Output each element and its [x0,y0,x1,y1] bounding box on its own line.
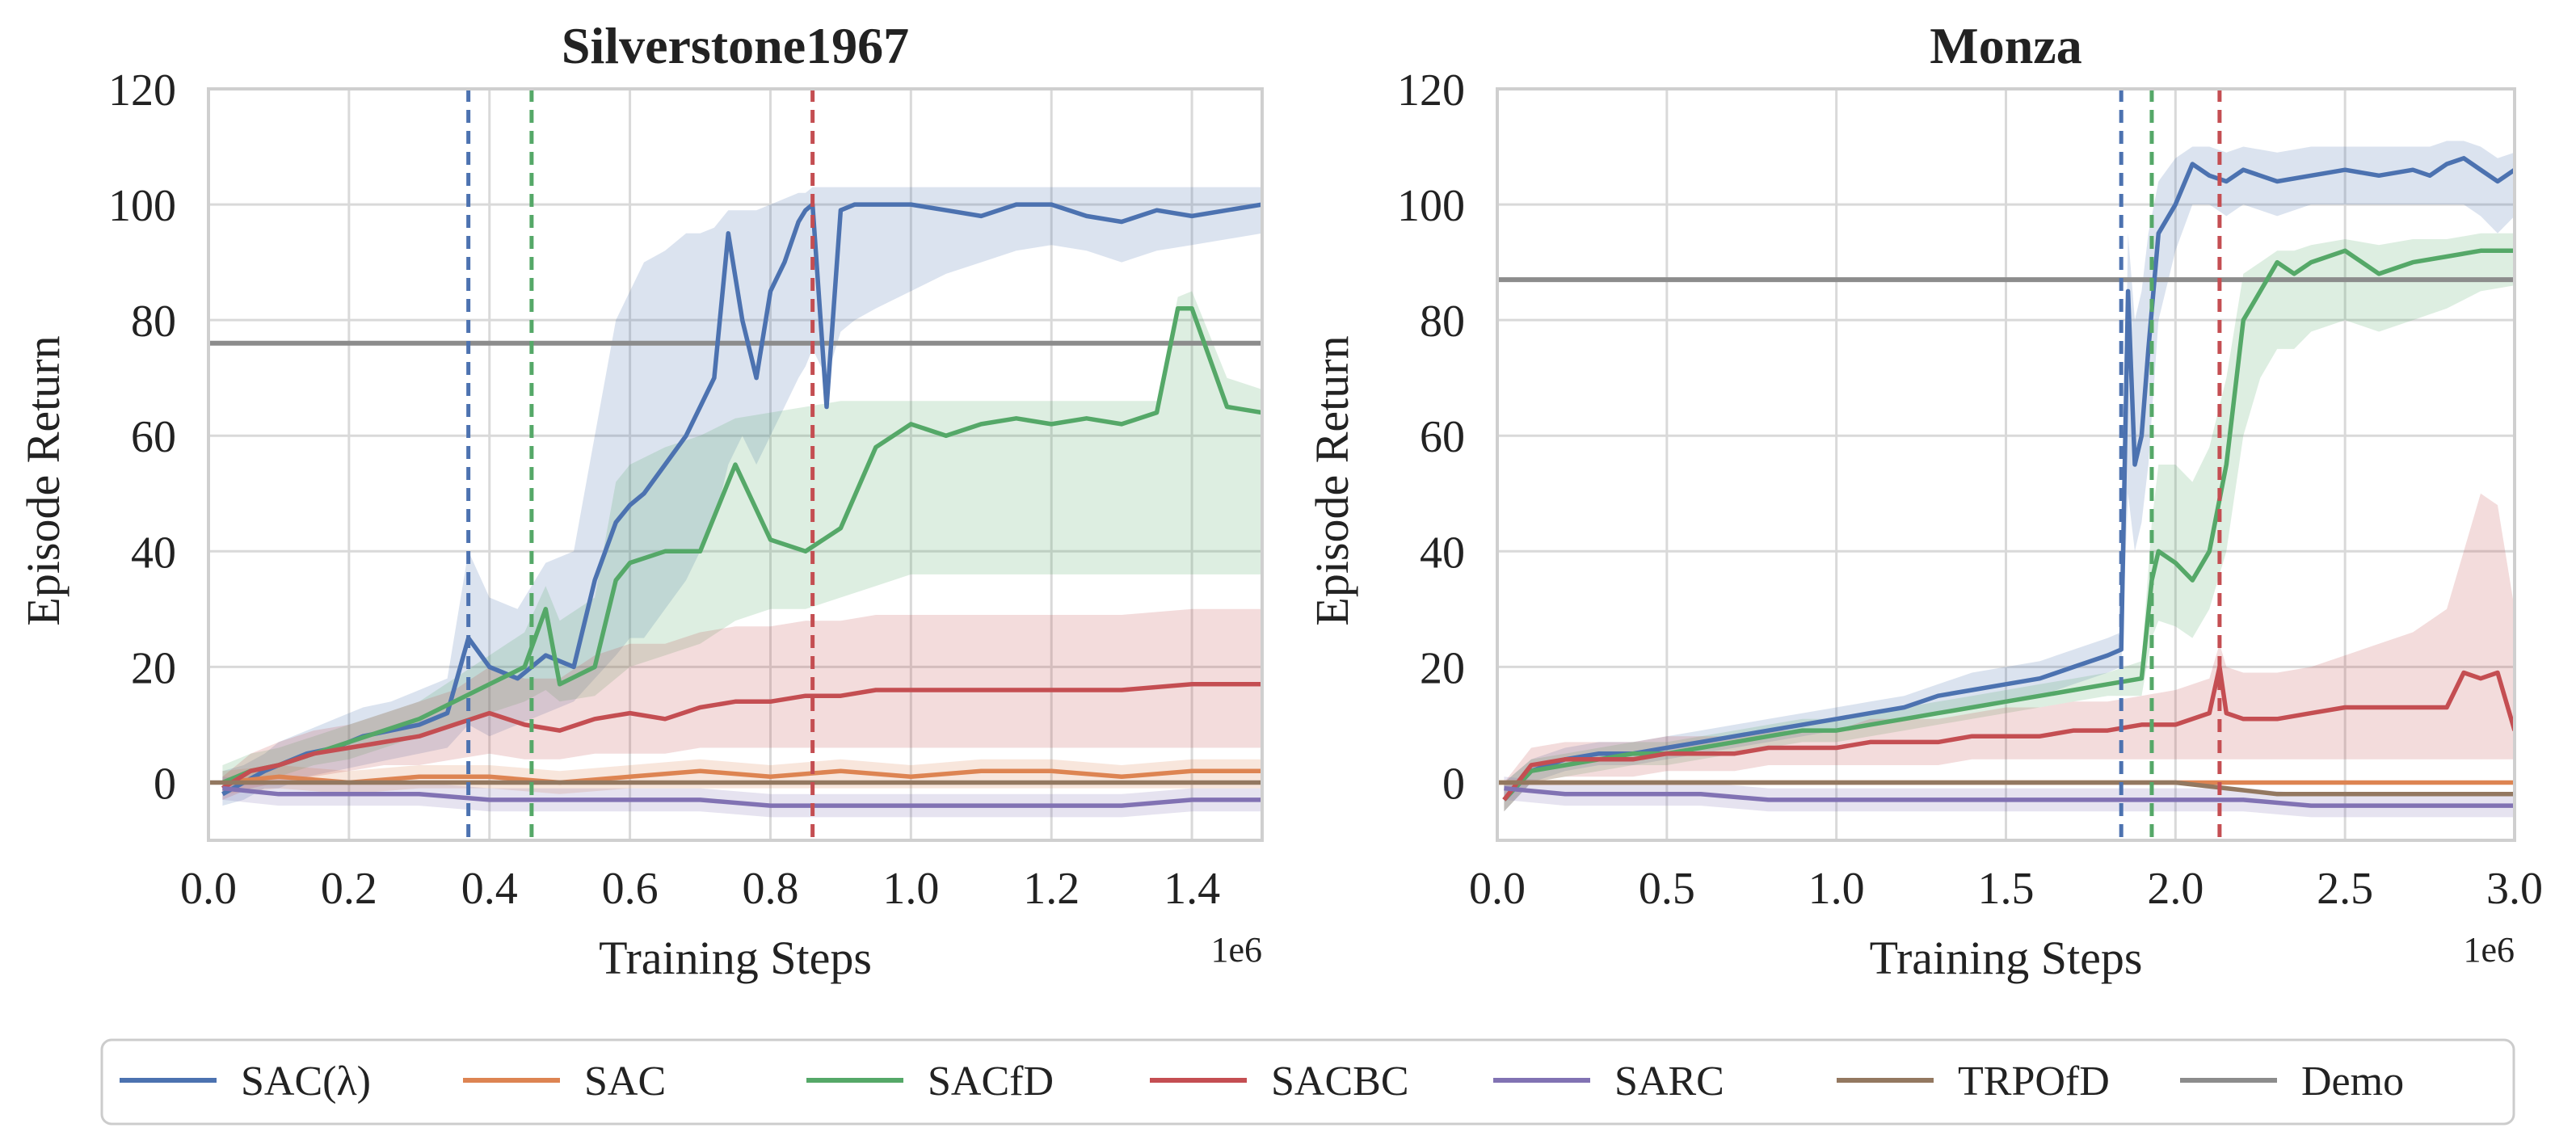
chart-1-y-tick-label: 0 [1442,759,1465,809]
legend-label-sac: SAC(λ) [241,1058,371,1105]
chart-0-y-axis-label: Episode Return [17,335,69,625]
legend-item-sac: SAC(λ) [120,1058,371,1105]
chart-0-band-sacfd [222,291,1262,794]
chart-1-x-tick-label: 2.5 [2317,864,2373,914]
chart-1-series-sarc [1504,785,2515,808]
chart-0-y-tick-label: 60 [131,412,176,462]
chart-0-band-sac [222,759,1262,794]
chart-1-series-sacbc [1502,664,2515,802]
chart-1-y-tick-label: 120 [1397,65,1465,116]
chart-1-series-trpofd [1497,780,2515,797]
legend-label-demo: Demo [2301,1058,2404,1105]
chart-0-y-tick-label: 80 [131,297,176,347]
chart-0-y-tick-label: 40 [131,528,176,578]
chart-1-y-tick-label: 20 [1420,643,1465,693]
legend-item-sacfd: SACfD [806,1058,1054,1105]
legend-label-sarc: SARC [1614,1058,1724,1105]
chart-0-series-sac [221,202,1262,797]
chart-0-x-offset-label: 1e6 [1210,930,1262,970]
chart-1-x-axis-label: Training Steps [1870,932,2143,984]
chart-0-y-tick-label: 120 [108,65,176,116]
chart-1-title: Monza [1930,17,2081,74]
chart-0-x-tick-label: 1.0 [882,864,939,914]
chart-0-band-sac [222,187,1262,806]
legend-label-trpofd: TRPOfD [1958,1058,2110,1105]
chart-0-x-tick-label: 0.6 [602,864,659,914]
legend-label-sac: SAC [584,1058,666,1105]
chart-1-x-tick-label: 0.0 [1469,864,1526,914]
chart-0-x-tick-label: 1.2 [1023,864,1080,914]
chart-1-y-axis-label: Episode Return [1306,335,1358,625]
chart-0-series-sarc [222,785,1262,808]
chart-0-x-axis-label: Training Steps [599,932,872,984]
chart-0-band-sacbc [222,608,1262,800]
legend-item-trpofd: TRPOfD [1837,1058,2110,1105]
chart-0-series-sac [222,768,1262,785]
chart-0-y-tick-label: 0 [154,759,176,809]
chart-1-x-tick-label: 1.0 [1808,864,1865,914]
chart-0-x-tick-label: 1.4 [1164,864,1220,914]
chart-1-x-tick-label: 2.0 [2147,864,2203,914]
chart-0-panel: 0.0 0.2 0.4 0.6 0.8 1.0 1.2 1.4 0 20 40 60 80 100 120 S… [17,17,1264,984]
legend-label-sacbc: SACBC [1271,1058,1409,1105]
chart-1-series-sac [1502,156,2515,802]
legend-label-sacfd: SACfD [928,1058,1054,1105]
chart-1-frame [1496,87,2516,842]
legend-frame [100,1038,2515,1126]
chart-0-title: Silverstone1967 [562,17,909,74]
chart-1-x-tick-label: 1.5 [1978,864,2035,914]
chart-0-series-sacfd [221,306,1262,785]
chart-1-y-tick-label: 80 [1420,297,1465,347]
chart-0-series-sacbc [221,682,1262,790]
chart-1-y-tick-label: 100 [1397,181,1465,231]
chart-1-band-sac [1504,141,2515,812]
chart-0-x-tick-label: 0.0 [180,864,237,914]
chart-1-x-tick-label: 0.5 [1639,864,1695,914]
legend-item-sac: SAC [463,1058,666,1105]
chart-1-band-sarc [1504,776,2515,818]
chart-0-x-tick-label: 0.2 [321,864,377,914]
chart-0-x-tick-label: 0.4 [461,864,518,914]
chart-1-y-tick-label: 40 [1420,528,1465,578]
chart-1-panel: 0.0 0.5 1.0 1.5 2.0 2.5 3.0 0 20 40 60 80 100 120 Monz… [1306,17,2543,984]
chart-0-y-tick-label: 20 [131,643,176,693]
chart-0-frame [207,87,1264,842]
legend-item-sarc: SARC [1493,1058,1724,1105]
chart-1-x-offset-label: 1e6 [2463,930,2515,970]
chart-0-y-tick-label: 100 [108,181,176,231]
chart-1-series-sacfd [1502,248,2515,802]
legend-item-demo: Demo [2180,1058,2404,1105]
chart-0-x-tick-label: 0.8 [742,864,798,914]
chart-1-x-tick-label: 3.0 [2486,864,2543,914]
chart-1-y-tick-label: 60 [1420,412,1465,462]
legend-item-sacbc: SACBC [1150,1058,1409,1105]
chart-1-band-sacbc [1504,493,2515,812]
legend: SAC(λ) SAC SACfD SACBC SARC TRPOfD Demo [100,1038,2515,1126]
